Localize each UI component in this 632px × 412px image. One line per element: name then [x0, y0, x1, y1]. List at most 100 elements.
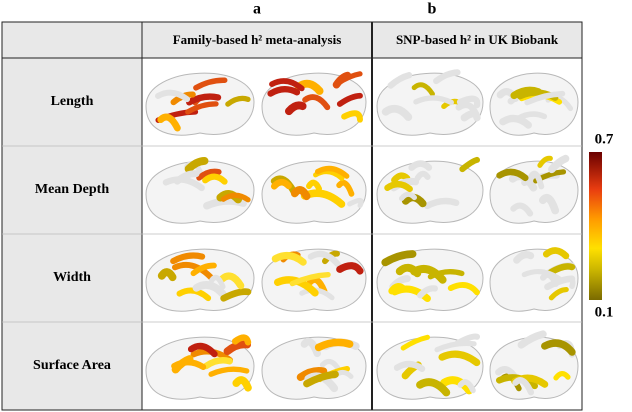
gyrus	[336, 179, 355, 197]
panel-label: b	[428, 1, 437, 18]
gyrus	[440, 376, 474, 395]
gyrus	[314, 165, 350, 179]
gyrus	[225, 95, 251, 107]
gyrus	[187, 342, 218, 358]
gyrus	[296, 367, 328, 382]
colorbar-min: 0.1	[595, 304, 614, 320]
gyrus	[162, 176, 205, 192]
gyrus	[290, 186, 311, 201]
gyrus	[548, 287, 569, 301]
gyrus	[387, 72, 413, 89]
gyrus	[336, 262, 364, 275]
gyrus	[232, 376, 252, 392]
gyrus	[456, 95, 481, 109]
table-grid	[1, 21, 583, 411]
gyrus	[413, 95, 454, 106]
gyrus	[433, 69, 461, 85]
col-header-bg	[142, 22, 582, 58]
row-header-bg	[2, 22, 142, 410]
row-label: Surface Area	[33, 358, 111, 373]
gyrus	[231, 334, 252, 346]
gyrus	[393, 360, 426, 373]
gyrus	[538, 193, 560, 215]
gyrus	[267, 86, 301, 97]
gyrus	[157, 268, 177, 282]
column-header: SNP-based h² in UK Biobank	[396, 32, 559, 47]
gyrus	[196, 168, 222, 181]
gyrus	[302, 94, 331, 111]
gyrus	[417, 285, 439, 299]
gyrus	[447, 282, 480, 296]
gyrus	[220, 288, 252, 302]
gyrus	[223, 340, 252, 356]
gyrus	[460, 110, 481, 122]
gyrus	[314, 338, 354, 352]
gyrus	[208, 366, 250, 377]
gyrus	[391, 285, 431, 303]
gyrus	[306, 276, 328, 295]
gyrus	[542, 247, 570, 260]
gyrus	[408, 160, 433, 171]
gyrus	[388, 283, 408, 295]
gyrus	[553, 370, 571, 381]
gyrus	[190, 262, 217, 277]
gyrus	[341, 110, 363, 123]
gyrus	[171, 355, 194, 374]
gyrus	[202, 173, 228, 185]
gyrus	[336, 92, 363, 107]
gyrus	[496, 168, 529, 182]
row-label: Mean Depth	[35, 182, 109, 197]
gyrus	[510, 202, 534, 217]
gyrus	[521, 269, 564, 283]
gyrus	[541, 339, 576, 356]
gyrus	[193, 77, 228, 91]
gyrus	[410, 265, 447, 284]
gyrus	[414, 170, 431, 182]
gyrus	[155, 89, 191, 103]
gyrus	[319, 358, 341, 371]
gyrus	[185, 101, 219, 115]
gyrus	[300, 337, 321, 358]
gyrus	[307, 250, 341, 268]
gyrus	[284, 101, 307, 116]
gyrus	[424, 197, 460, 210]
gyrus	[334, 71, 363, 87]
gyrus	[384, 180, 413, 193]
gyrus	[269, 78, 305, 92]
gyrus	[459, 156, 480, 173]
brain	[145, 160, 255, 224]
brain-images	[145, 69, 579, 400]
gyrus	[176, 287, 212, 302]
gyrus	[537, 155, 553, 168]
gyrus	[454, 333, 481, 347]
gyrus	[184, 156, 209, 173]
gyrus	[548, 154, 570, 174]
gyrus	[186, 93, 222, 106]
column-header: Family-based h² meta-analysis	[173, 32, 342, 47]
gyrus	[209, 274, 226, 290]
gyrus	[220, 192, 251, 203]
gyrus	[202, 357, 233, 370]
gyrus	[547, 263, 576, 276]
gyrus	[524, 90, 566, 106]
gyrus	[172, 261, 214, 281]
row-label: Width	[53, 270, 91, 285]
gyrus	[438, 350, 481, 367]
gyrus	[513, 251, 535, 264]
gyrus	[416, 378, 451, 397]
gyrus	[192, 281, 227, 298]
row-label: Length	[51, 94, 94, 109]
gyrus	[528, 170, 545, 190]
gyrus	[512, 377, 535, 396]
gyrus	[381, 104, 413, 121]
gyrus	[347, 197, 364, 209]
gyrus	[170, 252, 206, 265]
gyrus	[517, 330, 547, 349]
colorbar	[589, 152, 602, 300]
gyrus	[306, 179, 323, 192]
colorbar-max: 0.7	[595, 131, 614, 147]
gyrus	[411, 82, 435, 97]
gyrus	[514, 111, 548, 122]
brain	[489, 336, 579, 400]
